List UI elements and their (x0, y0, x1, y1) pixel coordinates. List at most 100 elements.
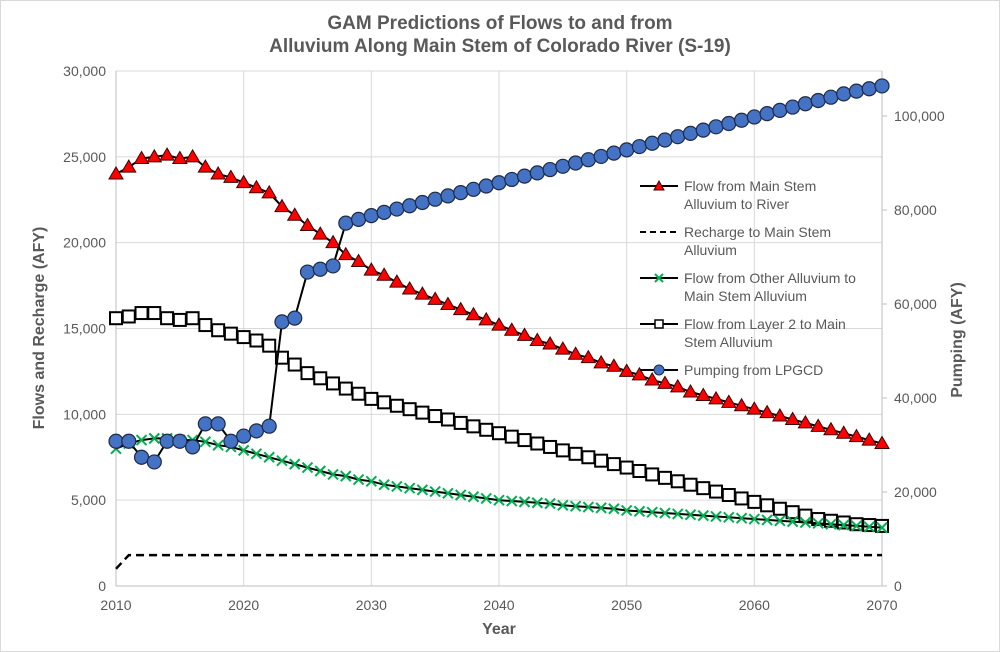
data-point (133, 150, 150, 165)
data-point (299, 217, 316, 231)
data-point (236, 330, 251, 345)
data-point (199, 436, 212, 448)
legend-item: Flow from Layer 2 to Main Stem Alluvium (640, 316, 846, 350)
legend-label: Recharge to Main Stem (684, 224, 831, 240)
data-point (862, 518, 877, 533)
data-point (376, 267, 392, 281)
data-point (810, 418, 827, 432)
y2-tick-label: 80,000 (894, 202, 937, 218)
data-point (428, 409, 443, 424)
data-point (518, 496, 531, 508)
legend-marker-triangle-icon (653, 179, 665, 191)
data-point (314, 465, 326, 477)
data-point (402, 198, 418, 214)
data-point (261, 184, 278, 199)
data-point (108, 166, 124, 180)
axes (115, 71, 887, 587)
data-point (695, 122, 711, 138)
y2-tick-label: 0 (894, 578, 902, 594)
data-point (683, 477, 698, 492)
data-point (427, 291, 444, 305)
data-point (223, 169, 239, 183)
legend-item: Pumping from LPGCD (640, 362, 823, 378)
legend-item: Flow from Other Alluvium to Main Stem All… (640, 270, 856, 304)
data-point (109, 311, 123, 326)
data-point (759, 404, 775, 419)
legend-label: Stem Alluvium (684, 334, 773, 350)
data-point (440, 412, 455, 427)
series-layer (108, 78, 890, 570)
data-point (785, 99, 801, 115)
data-point (350, 211, 367, 227)
data-point (529, 332, 546, 347)
data-point (159, 433, 175, 449)
data-point (197, 416, 213, 432)
x-tick-label: 2040 (483, 597, 514, 613)
data-point (146, 148, 163, 163)
data-point (516, 168, 533, 184)
data-point (708, 119, 724, 135)
data-point (467, 491, 480, 503)
data-point (172, 312, 187, 327)
data-point (861, 432, 878, 446)
data-point (567, 155, 584, 171)
data-point (135, 434, 148, 446)
data-point (286, 207, 303, 221)
legend-marker-x-icon (654, 273, 664, 283)
data-point (478, 178, 494, 194)
data-point (760, 498, 775, 513)
data-point (121, 309, 136, 324)
data-point (657, 132, 673, 148)
data-point (619, 460, 634, 475)
data-point (313, 371, 328, 386)
tick-labels: 0 5,000 10,000 15,000 20,000 25,000 30,000 2010… (63, 63, 945, 613)
legend-label: Flow from Layer 2 to Main (684, 316, 846, 332)
y-tick-label: 0 (98, 578, 106, 594)
data-point (478, 311, 495, 326)
data-point (479, 422, 494, 437)
data-point (172, 433, 188, 449)
data-point (198, 318, 213, 333)
data-point (184, 148, 201, 163)
data-point (378, 479, 390, 491)
data-point (606, 358, 622, 372)
data-point (491, 317, 507, 331)
data-point (453, 185, 469, 201)
x-axis-label: Year (482, 621, 516, 638)
series-recharge-to-main-stem-alluvium (115, 553, 882, 570)
data-point (620, 504, 633, 517)
data-point (720, 394, 737, 408)
data-point (185, 311, 200, 326)
data-point (504, 429, 519, 444)
data-point (171, 150, 188, 165)
data-point (223, 433, 239, 449)
data-point (338, 381, 353, 396)
data-point (555, 158, 571, 174)
data-point (734, 491, 749, 506)
data-point (159, 147, 175, 161)
data-point (812, 517, 824, 530)
data-point (338, 215, 354, 231)
data-point (312, 226, 329, 240)
data-point (376, 204, 392, 220)
data-point (874, 435, 890, 450)
data-point (325, 258, 341, 274)
data-point (391, 480, 403, 493)
data-point (146, 454, 162, 470)
data-point (771, 408, 788, 422)
y2-tick-label: 100,000 (894, 108, 945, 124)
data-point (774, 515, 786, 527)
data-point (594, 453, 609, 468)
data-point (442, 487, 454, 500)
data-point (682, 125, 699, 141)
data-point (581, 450, 596, 465)
data-point (351, 386, 366, 401)
legend-item: Recharge to Main Stem Alluvium (640, 224, 831, 258)
data-point (874, 78, 890, 94)
data-point (606, 457, 621, 472)
data-point (747, 494, 762, 509)
data-point (133, 449, 150, 465)
data-point (506, 495, 518, 507)
data-point (657, 470, 672, 485)
y2-tick-label: 60,000 (894, 296, 937, 312)
